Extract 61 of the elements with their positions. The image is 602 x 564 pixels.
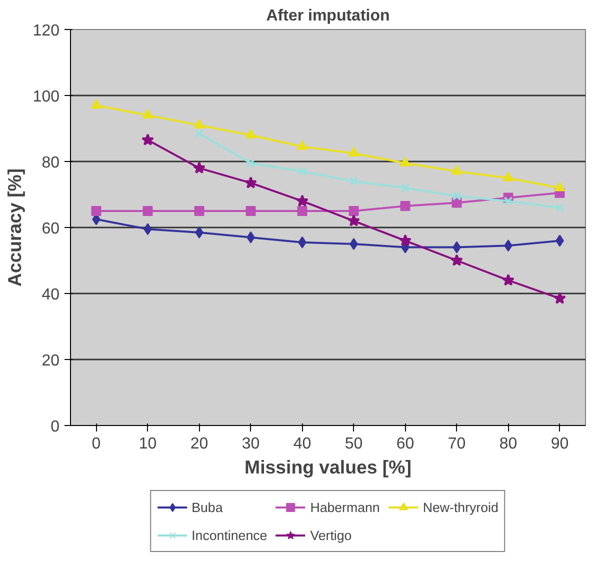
point <box>400 183 410 192</box>
point <box>296 194 308 207</box>
point <box>504 196 513 206</box>
x-tick-label: 30 <box>242 436 260 452</box>
point <box>554 182 566 192</box>
point <box>400 201 410 212</box>
y-tick-label: 80 <box>42 154 60 172</box>
legend-label: Habermann <box>310 500 380 514</box>
legend-label: New-thryroid <box>422 500 498 514</box>
x-axis-title: Missing values [%] <box>244 456 412 478</box>
point <box>452 192 462 201</box>
point <box>296 140 308 150</box>
x-tick-label: 50 <box>344 436 363 452</box>
x-tick-label: 70 <box>448 436 466 452</box>
point <box>246 158 256 168</box>
point <box>450 254 463 266</box>
point <box>244 176 257 188</box>
point <box>194 118 205 129</box>
x-tick-label: 90 <box>550 436 569 452</box>
y-tick-label: 120 <box>32 22 60 40</box>
x-tick-label: 40 <box>293 436 312 452</box>
chart-title: After imputation <box>266 8 390 24</box>
x-tick-label: 80 <box>499 436 518 452</box>
point <box>90 99 102 109</box>
point <box>400 156 411 167</box>
legend-label: Buba <box>192 500 223 514</box>
x-tick-label: 60 <box>396 436 414 452</box>
point <box>142 134 154 146</box>
point <box>297 206 308 216</box>
y-axis-title: Accuracy [%] <box>4 168 25 287</box>
point <box>348 214 360 226</box>
point <box>554 292 566 304</box>
x-tick-label: 10 <box>138 436 157 452</box>
y-tick-label: 100 <box>32 88 60 106</box>
legend-label: Vertigo <box>310 528 352 542</box>
point <box>348 146 360 157</box>
point <box>451 165 462 175</box>
point <box>298 166 307 176</box>
point <box>142 109 154 119</box>
point <box>350 238 358 250</box>
point <box>348 206 359 216</box>
x-tick-label: 20 <box>190 436 208 452</box>
y-tick-label: 40 <box>42 286 60 304</box>
point <box>193 162 206 174</box>
point <box>246 206 256 216</box>
y-tick-label: 20 <box>42 352 60 370</box>
point <box>194 128 204 138</box>
x-tick-label: 0 <box>92 436 101 452</box>
y-tick-label: 60 <box>42 220 60 238</box>
point <box>502 172 514 182</box>
y-tick-label: 0 <box>50 418 60 436</box>
point <box>142 206 153 216</box>
legend-label: Incontinence <box>192 528 268 542</box>
point <box>555 203 564 212</box>
point <box>194 206 204 216</box>
point <box>245 128 256 138</box>
point <box>349 176 358 186</box>
point <box>452 198 462 208</box>
point <box>91 206 102 216</box>
point <box>502 274 514 286</box>
point <box>399 234 412 246</box>
